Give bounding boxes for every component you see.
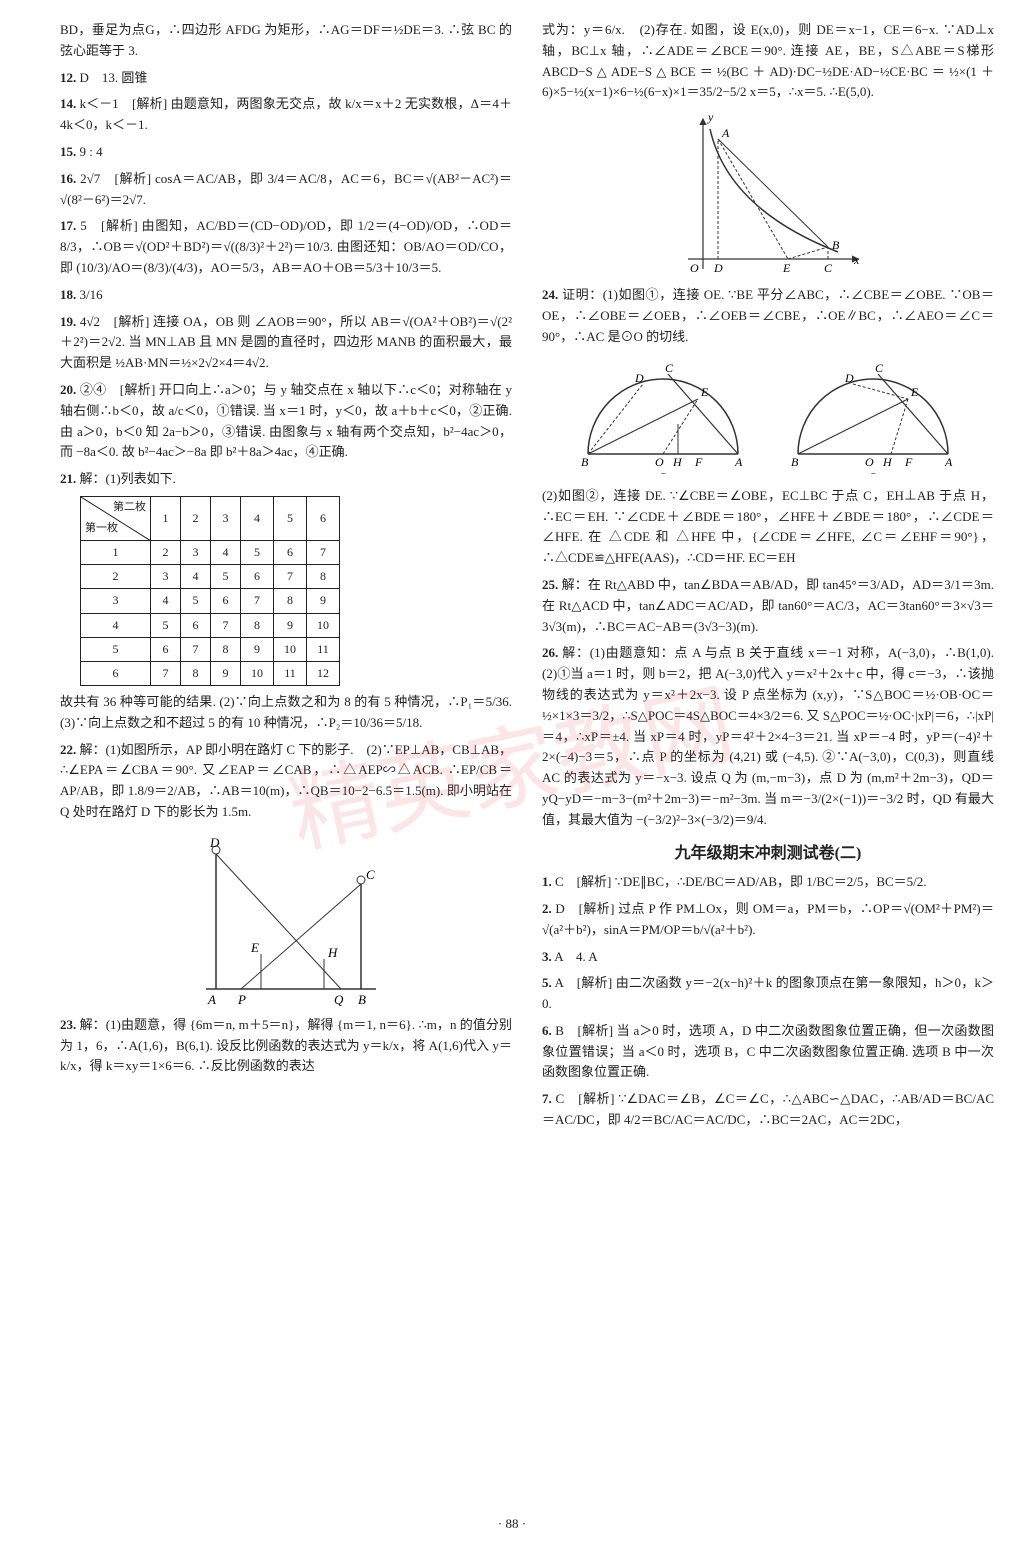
t2-item-2: 2. D [解析] 过点 P 作 PM⊥Ox，则 OM＝a，PM＝b，∴OP＝√… [542, 899, 994, 941]
circle-diagram-2-icon: C D E B O H F A ② [783, 354, 963, 474]
right-column: 式为：y＝6/x. (2)存在. 如图，设 E(x,0)，则 DE＝x−1，CE… [542, 20, 994, 1521]
item-22: 22. 解：(1)如图所示，AP 即小明在路灯 C 下的影子. (2)∵EP⊥A… [60, 740, 512, 823]
svg-text:D: D [209, 835, 220, 850]
item-pre: BD，垂足为点G，∴四边形 AFDG 为矩形，∴AG＝DF＝½DE＝3. ∴弦 … [60, 20, 512, 62]
table-row: 1234567 [81, 540, 340, 564]
svg-text:C: C [366, 867, 375, 882]
svg-text:E: E [782, 261, 791, 275]
page-number: · 88 · [0, 1514, 1024, 1535]
table-row: 2345678 [81, 565, 340, 589]
item-12-13: 12. D 13. 圆锥 [60, 68, 512, 89]
item-21-after: 故共有 36 种等可能的结果. (2)∵向上点数之和为 8 的有 5 种情况，∴… [60, 692, 512, 734]
item-16: 16. 2√7 [解析] cosA＝AC/AB，即 3/4＝AC/8，AC＝6，… [60, 169, 512, 211]
svg-text:O: O [865, 455, 874, 469]
test2-heading: 九年级期末冲刺测试卷(二) [542, 841, 994, 867]
svg-text:C: C [875, 361, 884, 375]
svg-text:C: C [824, 261, 833, 275]
text: BD，垂足为点G，∴四边形 AFDG 为矩形，∴AG＝DF＝½DE＝3. ∴弦 … [60, 22, 512, 58]
col-h: 5 [274, 496, 307, 540]
col-h: 1 [151, 496, 181, 540]
svg-text:E: E [910, 385, 919, 399]
svg-text:x: x [853, 253, 860, 267]
svg-text:B: B [791, 455, 799, 469]
svg-text:B: B [832, 238, 840, 252]
circle-diagram-1-icon: C D E B O H F A ① [573, 354, 753, 474]
svg-text:D: D [634, 371, 644, 385]
svg-text:P: P [237, 992, 246, 1007]
sum-table: 第二枚 第一枚 1 2 3 4 5 6 1234567 2345678 3456… [80, 496, 340, 686]
svg-text:H: H [327, 945, 338, 960]
table-row: 3456789 [81, 589, 340, 613]
t2-item-5: 5. A [解析] 由二次函数 y＝−2(x−h)²＋k 的图象顶点在第一象限知… [542, 973, 994, 1015]
svg-text:O: O [690, 261, 699, 275]
svg-text:D: D [713, 261, 723, 275]
t2-item-1: 1. C [解析] ∵DE∥BC，∴DE/BC＝AD/AB，即 1/BC＝2/5… [542, 872, 994, 893]
figure-24-1: C D E B O H F A ① [573, 354, 753, 480]
col-h: 2 [181, 496, 211, 540]
item-17: 17. 5 [解析] 由图知，AC/BD＝(CD−OD)/OD，即 1/2＝(4… [60, 216, 512, 278]
svg-text:H: H [672, 455, 683, 469]
svg-text:F: F [694, 455, 703, 469]
diag-top-label: 第二枚 [113, 499, 146, 517]
figure-24-row: C D E B O H F A ① [542, 354, 994, 480]
figure-22: D C E H A P Q B [60, 829, 512, 1009]
svg-text:A: A [207, 992, 216, 1007]
t2-item-7: 7. C [解析] ∵∠DAC＝∠B，∠C＝∠C，∴△ABC∽△DAC，∴AB/… [542, 1089, 994, 1131]
svg-text:B: B [358, 992, 366, 1007]
svg-text:D: D [844, 371, 854, 385]
t2-item-3-4: 3. A 4. A [542, 947, 994, 968]
svg-text:B: B [581, 455, 589, 469]
item-15: 15. 9 : 4 [60, 142, 512, 163]
svg-text:A: A [721, 126, 730, 140]
table-row: 6789101112 [81, 661, 340, 685]
svg-text:②: ② [868, 471, 879, 474]
svg-text:E: E [700, 385, 709, 399]
item-21: 21. 解：(1)列表如下. [60, 469, 512, 490]
item-18: 18. 3/16 [60, 285, 512, 306]
diag-bot-label: 第一枚 [85, 520, 118, 538]
svg-text:C: C [665, 361, 674, 375]
figure-24-2: C D E B O H F A ② [783, 354, 963, 480]
left-column: BD，垂足为点G，∴四边形 AFDG 为矩形，∴AG＝DF＝½DE＝3. ∴弦 … [60, 20, 512, 1521]
svg-text:A: A [944, 455, 953, 469]
svg-text:F: F [904, 455, 913, 469]
item-26: 26. 解：(1)由题意知：点 A 与点 B 关于直线 x＝−1 对称，A(−3… [542, 643, 994, 830]
t2-item-6: 6. B [解析] 当 a＞0 时，选项 A，D 中二次函数图象位置正确，但一次… [542, 1021, 994, 1083]
svg-text:A: A [734, 455, 743, 469]
item-20: 20. ②④ [解析] 开口向上∴a＞0；与 y 轴交点在 x 轴以下∴c＜0；… [60, 380, 512, 463]
svg-text:Q: Q [334, 992, 344, 1007]
table-row: 45678910 [81, 613, 340, 637]
item-24: 24. 证明：(1)如图①，连接 OE. ∵BE 平分∠ABC，∴∠CBE＝∠O… [542, 285, 994, 347]
svg-text:O: O [655, 455, 664, 469]
item-23-cont: 式为：y＝6/x. (2)存在. 如图，设 E(x,0)，则 DE＝x−1，CE… [542, 20, 994, 103]
item-19: 19. 4√2 [解析] 连接 OA，OB 则 ∠AOB＝90°，所以 AB＝√… [60, 312, 512, 374]
page-body: BD，垂足为点G，∴四边形 AFDG 为矩形，∴AG＝DF＝½DE＝3. ∴弦 … [0, 0, 1024, 1541]
table-row: 567891011 [81, 637, 340, 661]
item-24b: (2)如图②，连接 DE. ∵∠CBE＝∠OBE，EC⊥BC 于点 C，EH⊥A… [542, 486, 994, 569]
item-14: 14. k＜－1 [解析] 由题意知，两图象无交点，故 k/x＝x＋2 无实数根… [60, 94, 512, 136]
col-h: 3 [211, 496, 241, 540]
item-25: 25. 解：在 Rt△ABD 中，tan∠BDA＝AB/AD，即 tan45°＝… [542, 575, 994, 637]
svg-text:y: y [707, 110, 714, 124]
col-h: 6 [307, 496, 340, 540]
item-23: 23. 解：(1)由题意，得 {6m＝n, m＋5＝n}，解得 {m＝1, n＝… [60, 1015, 512, 1077]
figure-23: y A B O D E C x [542, 109, 994, 279]
lamp-diagram-icon: D C E H A P Q B [176, 829, 396, 1009]
svg-text:H: H [882, 455, 893, 469]
svg-text:E: E [250, 940, 259, 955]
svg-text:①: ① [658, 471, 669, 474]
col-h: 4 [241, 496, 274, 540]
hyperbola-diagram-icon: y A B O D E C x [668, 109, 868, 279]
